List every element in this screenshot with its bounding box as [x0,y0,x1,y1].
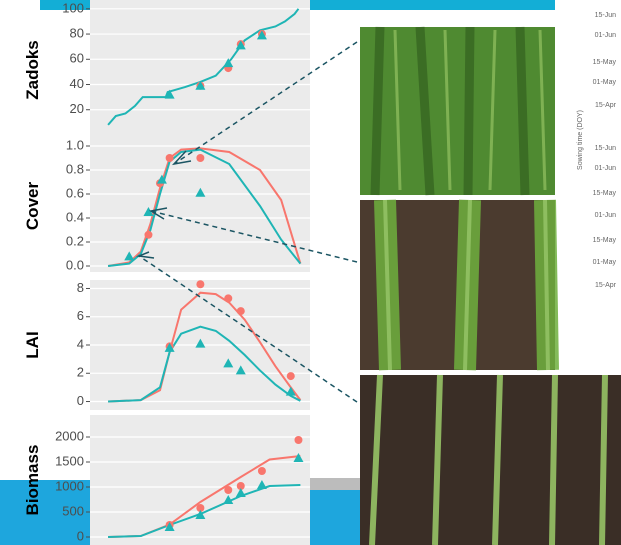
panel-background [90,415,310,545]
y-tick-label: 0.0 [66,257,84,272]
side-tick-label: 01-Jun [595,212,617,219]
y-tick-label: 0 [77,393,84,408]
side-tick-label: 15-May [593,190,617,197]
blue-block [310,490,360,545]
y-tick-label: 0.8 [66,161,84,176]
y-tick-label: 2000 [55,428,84,443]
observed-point [196,280,204,288]
page: 20406080100Zadoks0.00.20.40.60.81.0Cover… [0,0,621,545]
y-tick-label: 40 [70,76,84,91]
y-tick-label: 0.6 [66,185,84,200]
y-tick-label: 0.2 [66,233,84,248]
side-tick-label: 15-Apr [595,102,617,109]
side-tick-label: 15-May [593,59,617,66]
side-tick-label: 01-Jun [595,32,617,39]
observed-point [237,307,245,315]
panel-background [90,0,310,140]
side-tick-label: 01-May [593,79,617,86]
y-tick-label: 500 [62,503,84,518]
observed-point [287,372,295,380]
side-tick-label: 01-Jun [595,165,617,172]
y-tick-label: 80 [70,25,84,40]
y-tick-label: 2 [77,365,84,380]
y-tick-label: 0.4 [66,209,84,224]
y-tick-label: 100 [62,0,84,15]
y-tick-label: 4 [77,336,84,351]
y-tick-label: 1000 [55,478,84,493]
y-axis-label: Biomass [23,445,42,516]
side-tick-label: 15-Jun [595,145,617,152]
side-tick-label: 15-Apr [595,282,617,289]
observed-point [166,154,174,162]
photo-2 [360,200,555,370]
observed-point [224,486,232,494]
y-tick-label: 1500 [55,453,84,468]
y-tick-label: 0 [77,528,84,543]
y-axis-label: Cover [23,182,42,231]
side-tick-label: 15-May [593,237,617,244]
y-tick-label: 8 [77,280,84,295]
side-tick-label: 15-Jun [595,12,617,19]
observed-point [196,154,204,162]
observed-point [224,294,232,302]
y-tick-label: 1.0 [66,137,84,152]
side-tick-label: 01-May [593,259,617,266]
side-axis-label: Sowing time (DOY) [577,110,584,170]
y-tick-label: 6 [77,308,84,323]
y-tick-label: 20 [70,101,84,116]
photo-3 [360,375,621,545]
y-tick-label: 60 [70,51,84,66]
photo-1 [360,27,555,195]
observed-point [258,467,266,475]
bottom-banner [0,480,100,545]
gray-bar [310,478,360,490]
y-axis-label: Zadoks [23,40,42,100]
observed-point [144,231,152,239]
y-axis-label: LAI [23,331,42,358]
observed-point [294,436,302,444]
